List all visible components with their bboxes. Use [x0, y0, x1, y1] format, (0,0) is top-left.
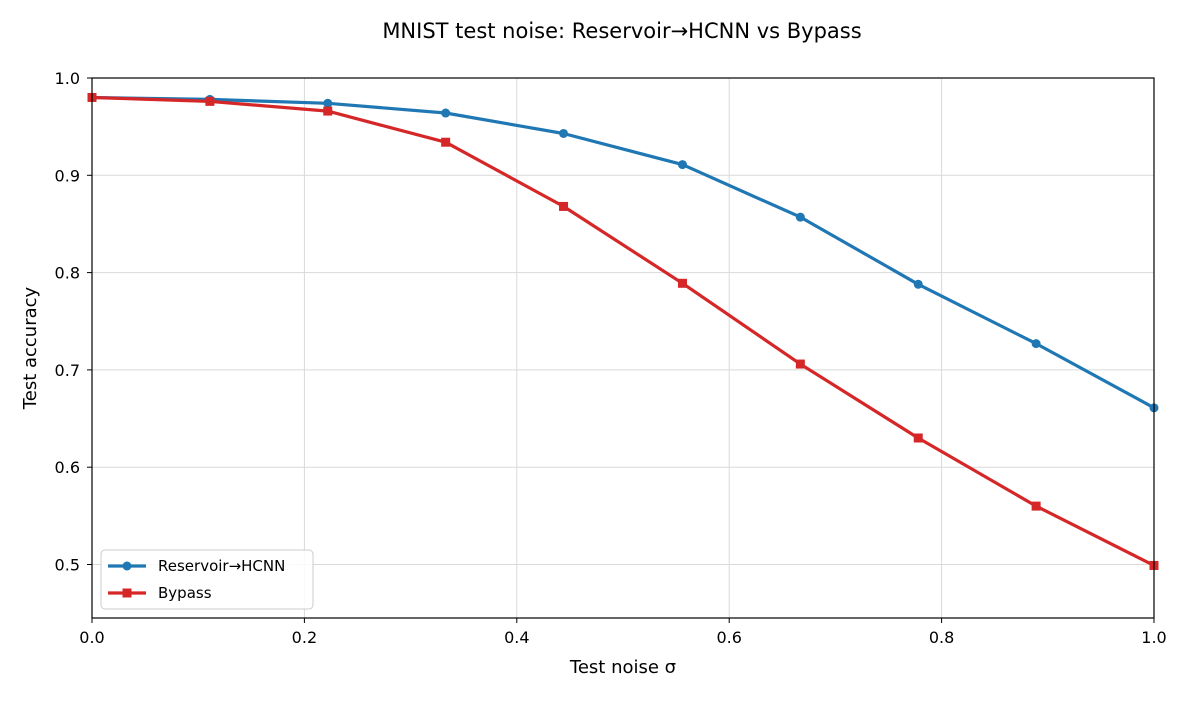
y-tick-label: 1.0 [55, 69, 80, 88]
data-point [677, 278, 687, 288]
data-point [913, 279, 923, 289]
data-point [559, 201, 569, 211]
legend-marker [122, 561, 132, 571]
data-point [795, 212, 805, 222]
series-line-0 [91, 95, 1155, 410]
legend-label: Bypass [158, 584, 212, 602]
data-point [559, 128, 569, 138]
y-axis-label: Test accuracy [20, 286, 41, 410]
data-point [441, 108, 451, 118]
legend: Reservoir→HCNN Bypass [100, 549, 314, 610]
plot-frame [91, 77, 1155, 619]
y-tick-label: 0.5 [55, 555, 80, 574]
y-tick-label: 0.6 [55, 458, 80, 477]
x-tick-label: 0.4 [504, 628, 529, 647]
data-point [913, 433, 923, 443]
y-tick-label: 0.9 [55, 166, 80, 185]
chart-title: MNIST test noise: Reservoir→HCNN vs Bypa… [382, 19, 861, 43]
series-line-1 [91, 95, 1155, 567]
data-point [1031, 501, 1041, 511]
legend-marker [122, 588, 132, 598]
y-tick-label: 0.8 [55, 264, 80, 283]
x-axis-label: Test noise σ [569, 657, 676, 678]
series-lines [87, 92, 1159, 570]
legend-box [100, 549, 314, 610]
data-point [677, 160, 687, 170]
y-tick-label: 0.7 [55, 361, 80, 380]
x-tick-label: 0.8 [929, 628, 954, 647]
data-point [441, 137, 451, 147]
data-point [1031, 339, 1041, 349]
data-point [323, 106, 333, 116]
x-tick-label: 0.2 [292, 628, 317, 647]
data-point [205, 96, 215, 106]
legend-label: Reservoir→HCNN [158, 557, 285, 575]
data-point [323, 98, 333, 108]
axis-ticks: 0.0 0.2 0.4 0.6 0.8 1.0 0.5 0.6 0.7 0.8 0.9 1.0 [55, 69, 1167, 647]
grid [91, 77, 1155, 618]
data-point [795, 359, 805, 369]
x-tick-label: 1.0 [1141, 628, 1166, 647]
x-tick-label: 0.6 [716, 628, 741, 647]
x-tick-label: 0.0 [79, 628, 104, 647]
